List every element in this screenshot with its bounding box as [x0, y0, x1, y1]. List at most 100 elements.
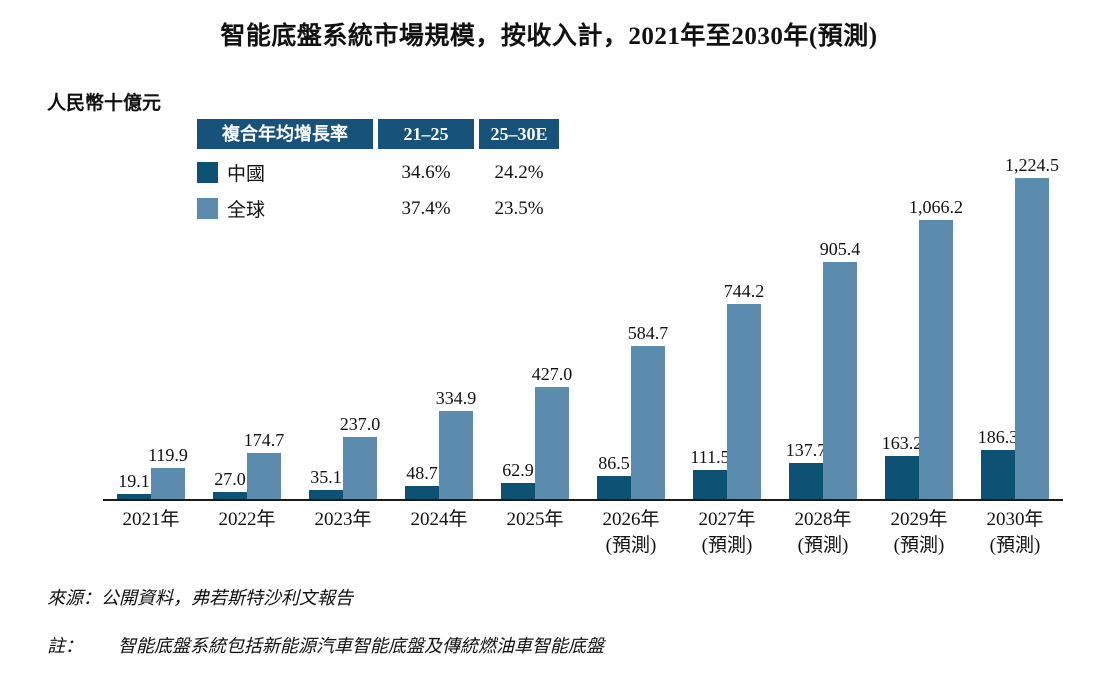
x-axis-line: [103, 499, 1063, 501]
bar-value-label: 86.5: [598, 453, 630, 474]
bar-value-label: 174.7: [243, 430, 285, 451]
bar-全球: [631, 345, 665, 499]
bar-group: 62.9 427.0: [487, 150, 583, 499]
bar-column: 744.2: [724, 281, 764, 499]
x-axis-label: 2021年: [122, 509, 180, 530]
bar-column: 1,224.5: [1005, 155, 1059, 499]
bar-全球: [535, 387, 569, 499]
y-axis-unit-label: 人民幣十億元: [47, 93, 162, 114]
bar-中國: [885, 456, 919, 499]
x-axis-label: 2027年 (預測): [698, 509, 756, 556]
bar-value-label: 186.3: [977, 427, 1019, 448]
bar-全球: [247, 453, 281, 499]
bar-中國: [981, 450, 1015, 499]
china-series-swatch-icon: [197, 162, 218, 183]
bar-column: 86.5: [597, 453, 631, 499]
x-axis-label: 2025年: [506, 509, 564, 530]
bar-column: 174.7: [244, 430, 284, 499]
x-axis-label: 2030年 (預測): [986, 509, 1044, 556]
chart-title: 智能底盤系統市場規模，按收入計，2021年至2030年(預測): [220, 23, 878, 50]
bar-column: 237.0: [340, 414, 380, 499]
bar-value-label: 1,224.5: [1005, 155, 1059, 175]
bar-group: 35.1 237.0: [295, 150, 391, 499]
bar-column: 48.7: [405, 463, 439, 499]
bar-value-label: 1,066.2: [909, 196, 963, 217]
global-cagr-21-25: 37.4%: [401, 197, 451, 219]
bar-value-label: 27.0: [214, 468, 246, 489]
cagr-table-header: 複合年均增長率 21–25 25–30E: [197, 119, 559, 149]
bar-value-label: 744.2: [723, 280, 765, 301]
bar-value-label: 35.1: [310, 466, 342, 487]
legend-label-china: 中國: [227, 164, 266, 185]
bar-全球: [343, 436, 377, 499]
bar-group: 111.5 744.2: [679, 150, 775, 499]
bar-column: 334.9: [436, 388, 476, 499]
bar-group: 48.7 334.9: [391, 150, 487, 499]
china-cagr-25-30e: 24.2%: [494, 161, 544, 183]
x-axis-label: 2023年: [314, 509, 372, 530]
legend-label-global: 全球: [227, 200, 266, 221]
bar-column: 35.1: [309, 467, 343, 499]
bar-value-label: 427.0: [531, 364, 573, 385]
bar-group: 27.0 174.7: [199, 150, 295, 499]
bar-中國: [789, 462, 823, 499]
x-axis-label: 2029年 (預測): [890, 509, 948, 556]
bar-value-label: 584.7: [627, 322, 669, 343]
bar-group: 86.5 584.7: [583, 150, 679, 499]
x-axis-label: 2022年: [218, 509, 276, 530]
bar-value-label: 62.9: [502, 459, 534, 480]
bar-中國: [213, 491, 247, 499]
bar-column: 427.0: [532, 364, 572, 499]
x-axis-label: 2024年: [410, 509, 468, 530]
legend-row-global: 全球 37.4% 23.5%: [197, 196, 559, 221]
bar-value-label: 905.4: [819, 238, 861, 259]
bar-column: 19.1: [117, 471, 151, 499]
bar-value-label: 237.0: [339, 413, 381, 434]
bar-全球: [823, 261, 857, 499]
bar-全球: [727, 303, 761, 499]
bar-中國: [597, 476, 631, 499]
bar-column: 111.5: [690, 446, 730, 499]
cagr-header-21-25: 21–25: [378, 119, 474, 149]
cagr-legend-table: 複合年均增長率 21–25 25–30E 中國 34.6% 24.2% 全球 3…: [197, 119, 559, 221]
global-cagr-25-30e: 23.5%: [494, 197, 544, 219]
bar-value-label: 119.9: [148, 444, 188, 465]
bar-column: 62.9: [501, 459, 535, 499]
bar-全球: [1015, 178, 1049, 499]
cagr-header-title: 複合年均增長率: [197, 119, 373, 149]
bar-value-label: 111.5: [690, 446, 730, 467]
bar-column: 119.9: [148, 444, 188, 499]
cagr-header-25-30e: 25–30E: [479, 119, 559, 149]
bar-value-label: 163.2: [881, 433, 923, 454]
bar-group: 186.3 1,224.5: [967, 150, 1063, 499]
bar-group: 19.1 119.9: [103, 150, 199, 499]
bar-全球: [439, 411, 473, 499]
legend-row-china: 中國 34.6% 24.2%: [197, 160, 559, 185]
bar-column: 584.7: [628, 323, 668, 499]
footnote: 註： 智能底盤系統包括新能源汽車智能底盤及傳統燃油車智能底盤: [47, 632, 604, 658]
bar-column: 186.3: [978, 427, 1018, 499]
bar-column: 905.4: [820, 239, 860, 499]
bar-中國: [309, 489, 343, 499]
bar-column: 137.7: [786, 440, 826, 499]
source-note: 來源：公開資料，弗若斯特沙利文報告: [47, 588, 353, 608]
bar-group: 137.7 905.4: [775, 150, 871, 499]
bar-中國: [117, 494, 151, 499]
bar-中國: [405, 486, 439, 499]
bar-value-label: 19.1: [118, 471, 150, 491]
bar-column: 163.2: [882, 433, 922, 499]
bar-全球: [919, 219, 953, 499]
x-axis-label: 2026年 (預測): [602, 509, 660, 556]
bar-group: 163.2 1,066.2: [871, 150, 967, 499]
bar-全球: [151, 467, 185, 499]
china-cagr-21-25: 34.6%: [401, 161, 451, 183]
footnote-text: 智能底盤系統包括新能源汽車智能底盤及傳統燃油車智能底盤: [118, 636, 604, 656]
bar-column: 27.0: [213, 469, 247, 499]
bar-value-label: 48.7: [406, 463, 438, 484]
plot-area: 19.1 119.9 27.0 174.7 35.1 237.0 48.7 334.9 62.9…: [103, 150, 1063, 499]
bar-column: 1,066.2: [909, 197, 963, 499]
bar-中國: [693, 469, 727, 499]
x-axis-label: 2028年 (預測): [794, 509, 852, 556]
x-axis-labels: 2021年 2022年 2023年 2024年 2025年 2026年 (預測) 2027年(…: [103, 507, 1063, 563]
